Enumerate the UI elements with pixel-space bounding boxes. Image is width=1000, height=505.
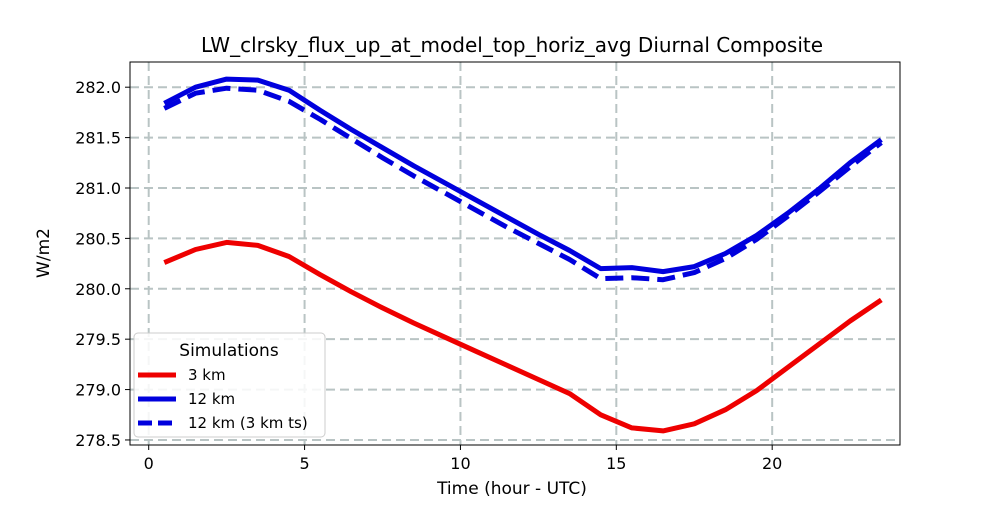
axis-ticks: 0 5 10 15 20 278.5 279.0 279.5 280.0 280.5 281.0 28… [75,78,782,473]
legend-items: 3 km 12 km 12 km (3 km ts) [138,366,308,432]
y-tick-label: 280.0 [75,280,121,299]
legend-box [133,332,326,438]
x-tick-label: 0 [144,454,154,473]
y-axis-label: W/m2 [34,228,54,278]
y-tick-label: 280.5 [75,229,121,248]
plot-frame [129,61,901,446]
chart-title: LW_clrsky_flux_up_at_model_top_horiz_avg… [201,33,823,57]
y-tick-label: 278.5 [75,431,121,450]
legend-label-1: 3 km [188,366,226,384]
series-line-2 [163,76,883,275]
x-tick-label: 20 [762,454,782,473]
series-line-3 [163,85,883,283]
x-tick-label: 15 [606,454,626,473]
legend-label-2: 12 km [188,390,235,408]
x-tick-label: 10 [450,454,470,473]
series-line-1 [163,239,883,434]
x-axis-label: Time (hour - UTC) [436,479,587,499]
legend-label-3: 12 km (3 km ts) [188,414,308,432]
legend: Simulations 3 km 12 km 12 km (3 km ts) [133,332,326,438]
x-tick-label: 5 [299,454,309,473]
series-lines [163,76,883,434]
y-tick-label: 281.0 [75,179,121,198]
legend-title: Simulations [179,341,279,361]
y-tick-label: 279.5 [75,330,121,349]
y-tick-label: 279.0 [75,381,121,400]
y-tick-label: 282.0 [75,78,121,97]
y-tick-label: 281.5 [75,129,121,148]
